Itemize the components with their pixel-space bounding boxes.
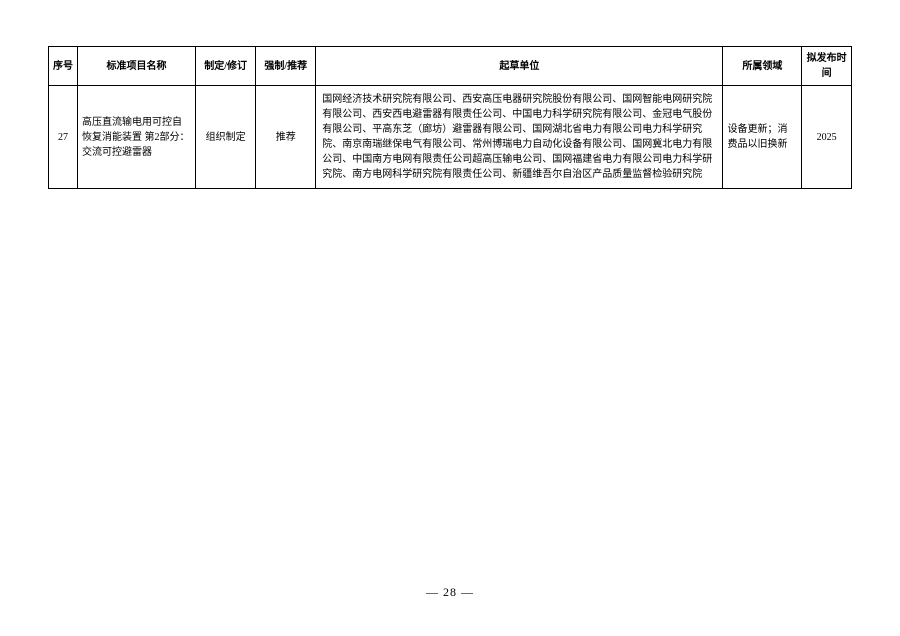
- cell-name: 高压直流输电用可控自恢复消能装置 第2部分：交流可控避雷器: [78, 86, 196, 189]
- cell-org: 国网经济技术研究院有限公司、西安高压电器研究院股份有限公司、国网智能电网研究院有…: [316, 86, 723, 189]
- col-header-rev: 制定/修订: [196, 47, 256, 86]
- col-header-type: 强制/推荐: [256, 47, 316, 86]
- cell-field: 设备更新；消费品以旧换新: [723, 86, 802, 189]
- cell-year: 2025: [802, 86, 852, 189]
- cell-type: 推荐: [256, 86, 316, 189]
- document-page: 序号 标准项目名称 制定/修订 强制/推荐 起草单位 所属领域 拟发布时间 27…: [0, 0, 900, 636]
- col-header-year: 拟发布时间: [802, 47, 852, 86]
- page-number: — 28 —: [0, 585, 900, 600]
- table-row: 27 高压直流输电用可控自恢复消能装置 第2部分：交流可控避雷器 组织制定 推荐…: [49, 86, 852, 189]
- col-header-org: 起草单位: [316, 47, 723, 86]
- table-header-row: 序号 标准项目名称 制定/修订 强制/推荐 起草单位 所属领域 拟发布时间: [49, 47, 852, 86]
- col-header-seq: 序号: [49, 47, 78, 86]
- col-header-name: 标准项目名称: [78, 47, 196, 86]
- cell-seq: 27: [49, 86, 78, 189]
- cell-rev: 组织制定: [196, 86, 256, 189]
- col-header-field: 所属领域: [723, 47, 802, 86]
- standards-table: 序号 标准项目名称 制定/修订 强制/推荐 起草单位 所属领域 拟发布时间 27…: [48, 46, 852, 189]
